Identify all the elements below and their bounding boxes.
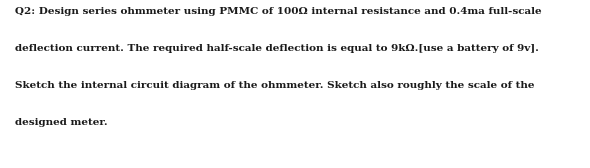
Text: Sketch the internal circuit diagram of the ohmmeter. Sketch also roughly the sca: Sketch the internal circuit diagram of t… — [15, 81, 535, 90]
Text: Q2: Design series ohmmeter using PMMC of 100Ω internal resistance and 0.4ma full: Q2: Design series ohmmeter using PMMC of… — [15, 7, 542, 16]
Text: designed meter.: designed meter. — [15, 118, 107, 127]
Text: deflection current. The required half-scale deflection is equal to 9kΩ.[use a ba: deflection current. The required half-sc… — [15, 44, 539, 53]
